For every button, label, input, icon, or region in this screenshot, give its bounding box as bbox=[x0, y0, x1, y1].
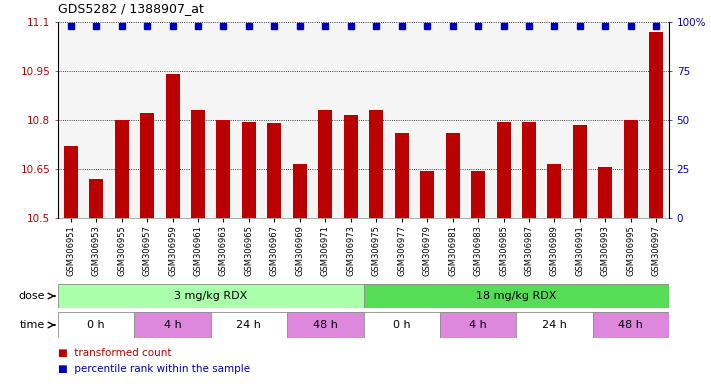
Text: 24 h: 24 h bbox=[542, 320, 567, 330]
Text: dose: dose bbox=[18, 291, 45, 301]
Bar bbox=[287, 312, 363, 338]
Text: 3 mg/kg RDX: 3 mg/kg RDX bbox=[174, 291, 247, 301]
Bar bbox=[64, 146, 77, 218]
Bar bbox=[140, 113, 154, 218]
Bar bbox=[649, 32, 663, 218]
Bar bbox=[624, 120, 638, 218]
Bar bbox=[267, 123, 282, 218]
Bar bbox=[369, 110, 383, 218]
Bar bbox=[166, 74, 180, 218]
Bar bbox=[471, 170, 485, 218]
Text: GDS5282 / 1388907_at: GDS5282 / 1388907_at bbox=[58, 2, 204, 15]
Bar bbox=[114, 120, 129, 218]
Bar bbox=[89, 179, 103, 218]
Bar bbox=[210, 312, 287, 338]
Bar bbox=[593, 312, 669, 338]
Bar bbox=[216, 120, 230, 218]
Bar bbox=[319, 110, 332, 218]
Bar bbox=[58, 312, 134, 338]
Bar bbox=[395, 133, 409, 218]
Text: ■  percentile rank within the sample: ■ percentile rank within the sample bbox=[58, 364, 250, 374]
Text: 24 h: 24 h bbox=[237, 320, 262, 330]
Text: 48 h: 48 h bbox=[619, 320, 643, 330]
Bar bbox=[440, 312, 516, 338]
Bar bbox=[599, 167, 612, 218]
Bar bbox=[134, 312, 210, 338]
Bar bbox=[547, 164, 562, 218]
Bar bbox=[344, 115, 358, 218]
Bar bbox=[496, 122, 510, 218]
Text: 4 h: 4 h bbox=[469, 320, 487, 330]
Bar bbox=[293, 164, 307, 218]
Text: time: time bbox=[20, 320, 45, 330]
Bar bbox=[191, 110, 205, 218]
Bar bbox=[363, 284, 669, 308]
Bar bbox=[242, 122, 256, 218]
Text: 0 h: 0 h bbox=[87, 320, 105, 330]
Text: 0 h: 0 h bbox=[393, 320, 410, 330]
Bar bbox=[58, 284, 363, 308]
Bar bbox=[446, 133, 459, 218]
Text: 4 h: 4 h bbox=[164, 320, 181, 330]
Text: 48 h: 48 h bbox=[313, 320, 338, 330]
Bar bbox=[363, 312, 440, 338]
Bar bbox=[516, 312, 593, 338]
Text: 18 mg/kg RDX: 18 mg/kg RDX bbox=[476, 291, 557, 301]
Text: ■  transformed count: ■ transformed count bbox=[58, 348, 171, 358]
Bar bbox=[522, 122, 536, 218]
Bar bbox=[420, 170, 434, 218]
Bar bbox=[573, 125, 587, 218]
